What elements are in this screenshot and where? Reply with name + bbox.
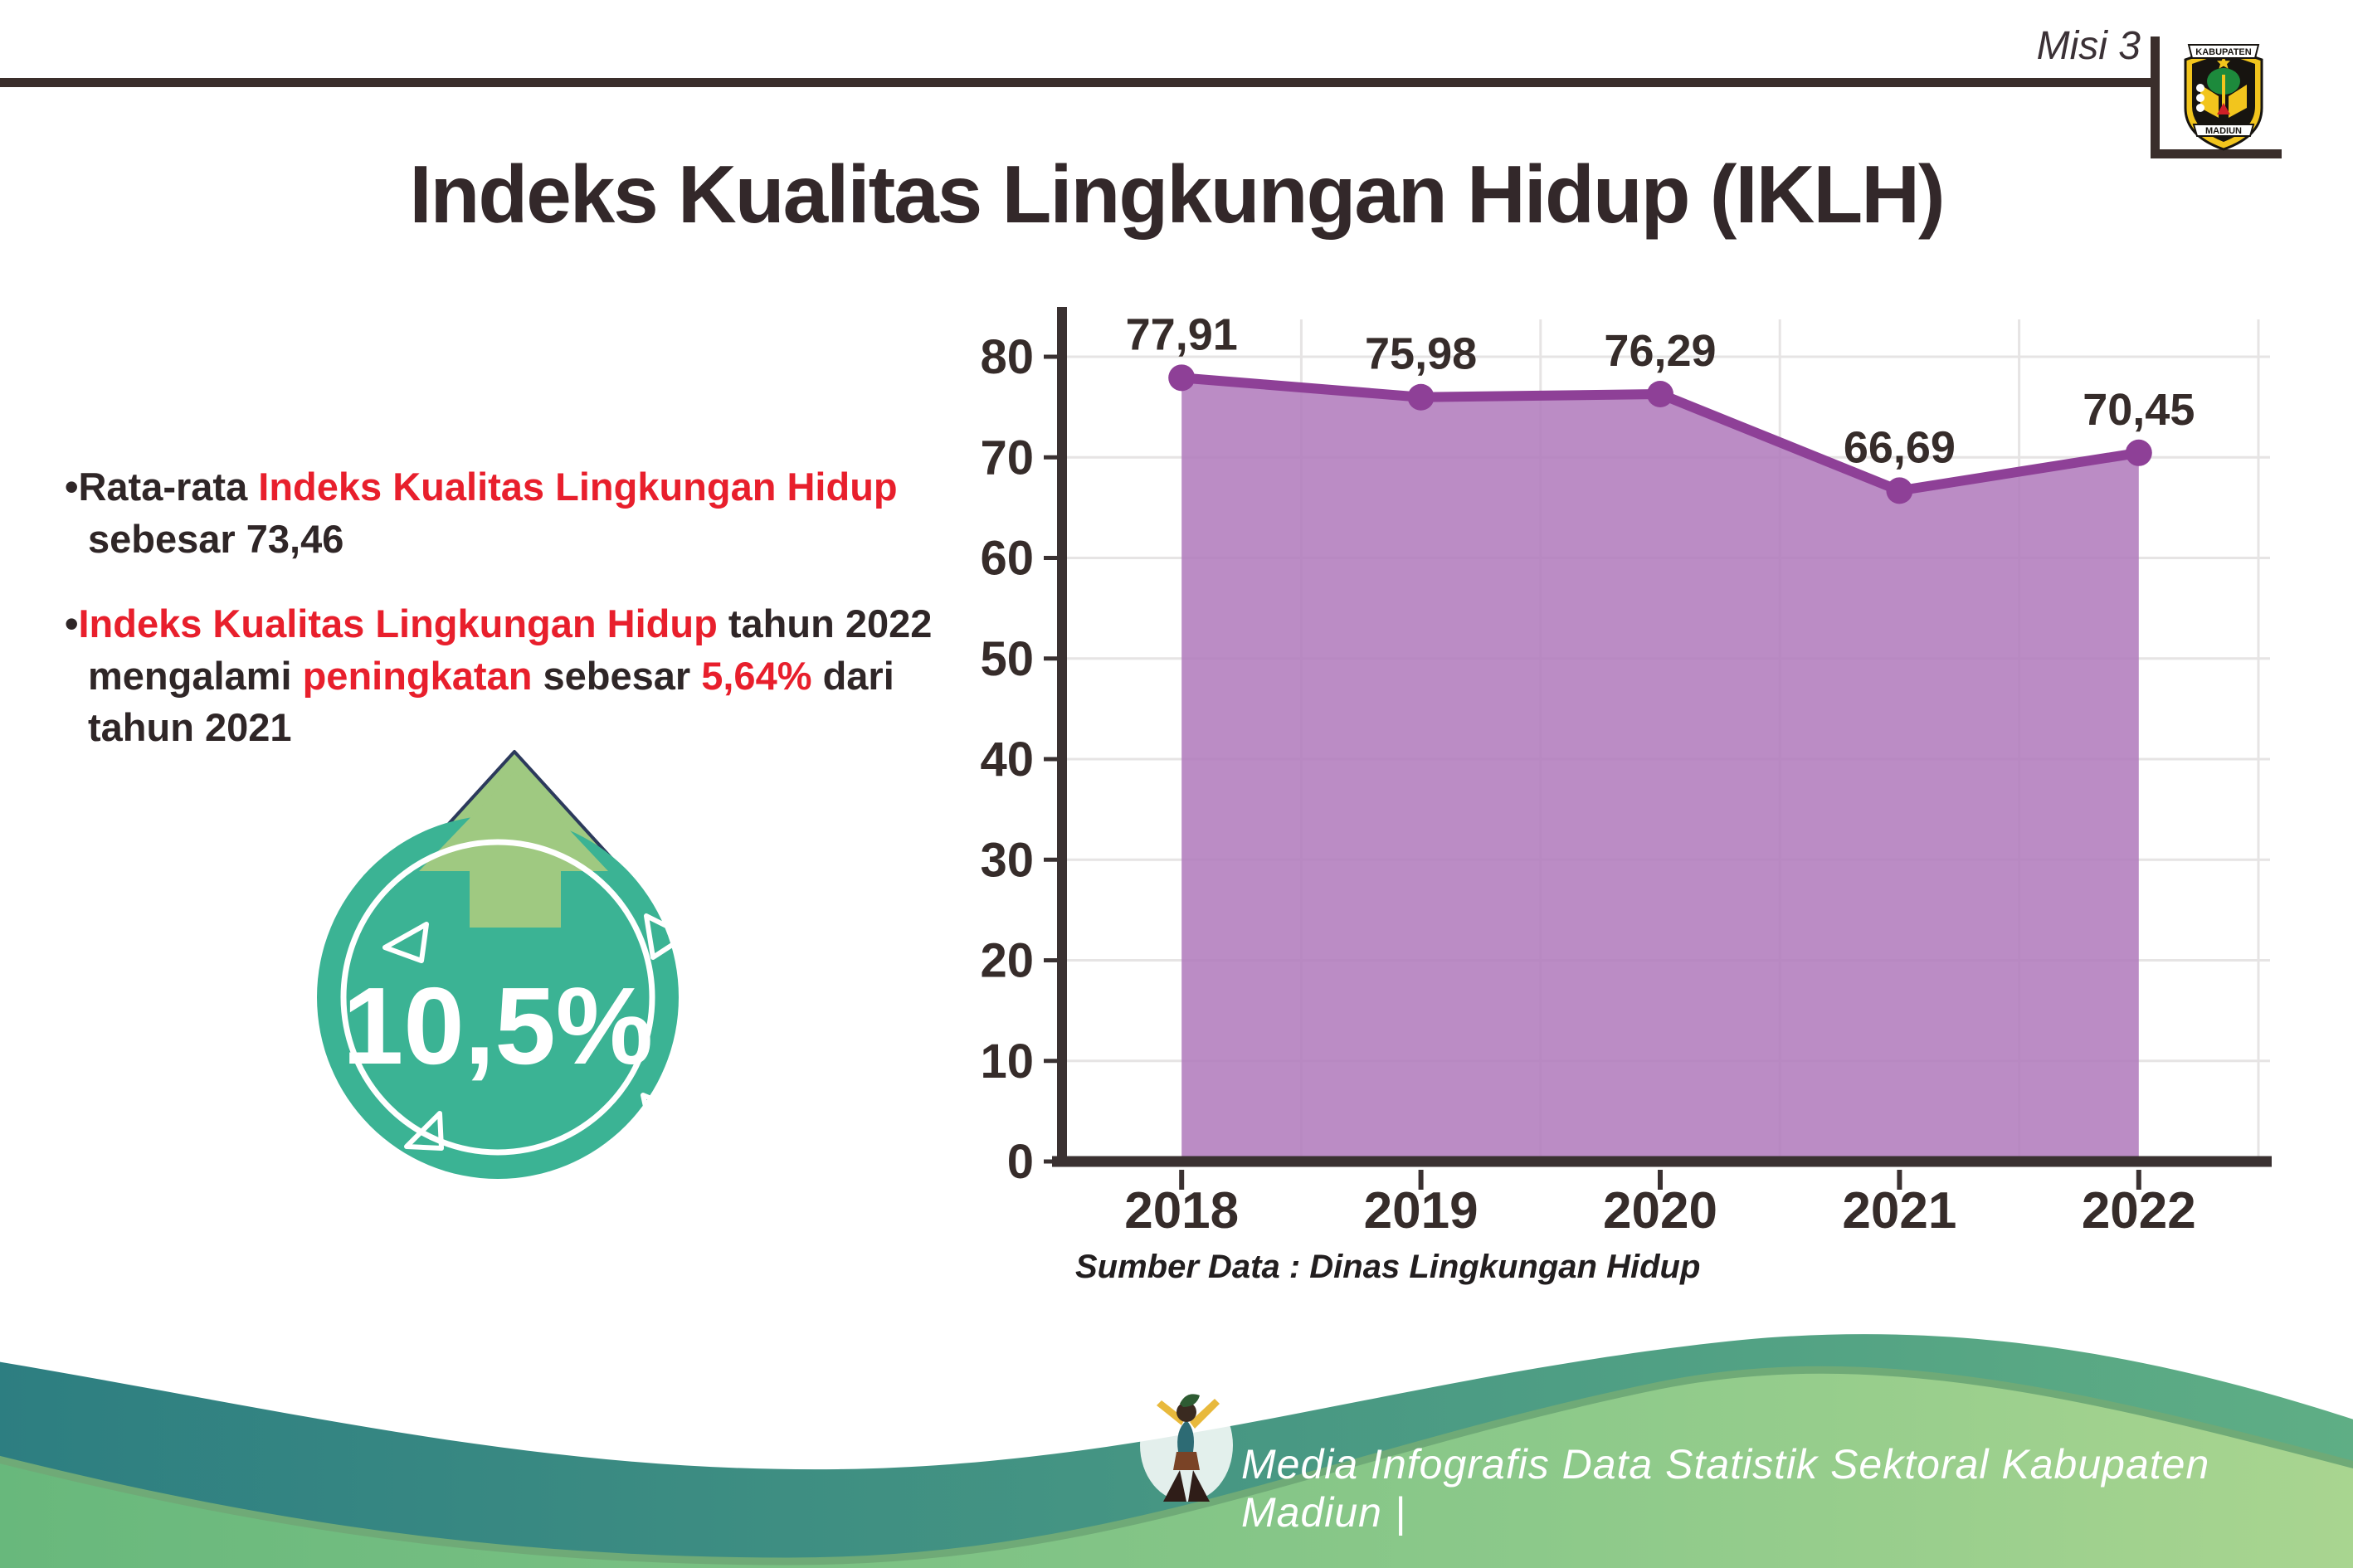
- source-note: Sumber Data : Dinas Lingkungan Hidup: [1075, 1249, 1701, 1285]
- highlighted-text: 5,64%: [701, 653, 812, 698]
- y-axis-tick-label: 50: [980, 632, 1034, 686]
- logo-bottom-banner-label: MADIUN: [2205, 126, 2242, 136]
- plain-text: Rata-rata: [78, 465, 259, 509]
- iklh-area-chart: 0 10 20 30 40 50 60 70 80 2018 2019 2020 2021 2022 77,…: [980, 307, 2272, 1239]
- bullet-dot: •: [65, 465, 79, 509]
- logo-frame-horizontal: [2151, 149, 2282, 158]
- footer-credit: Media Infografis Data Statistik Sektoral…: [1241, 1441, 2210, 1536]
- data-point-marker: [1647, 380, 1673, 407]
- data-point-marker: [1168, 364, 1196, 392]
- y-axis-tick-label: 70: [980, 431, 1034, 485]
- footer-green-wave: [0, 1366, 2353, 1568]
- plain-text: sebesar: [532, 653, 702, 698]
- bullet-dot: •: [65, 601, 79, 645]
- key-findings-list: •Rata-rata Indeks Kualitas Lingkungan Hi…: [65, 461, 957, 787]
- y-axis-tick-label: 30: [980, 833, 1034, 887]
- plain-text: dari tahun 2021: [88, 653, 894, 750]
- x-axis-tick-label: 2022: [2082, 1182, 2196, 1239]
- highlighted-text: Indeks Kualitas Lingkungan Hidup: [258, 465, 898, 509]
- highlighted-text: Indeks Kualitas Lingkungan Hidup: [78, 601, 718, 645]
- area-fill: [1181, 377, 2139, 1161]
- data-point-label: 70,45: [2083, 385, 2195, 435]
- chart-axes: 0 10 20 30 40 50 60 70 80 2018 2019 2020 2021 2022: [980, 307, 2272, 1239]
- logo-top-banner-label: KABUPATEN: [2195, 47, 2251, 57]
- x-axis-tick-label: 2020: [1603, 1182, 1717, 1239]
- data-point-marker: [1407, 383, 1435, 411]
- highlighted-text: peningkatan: [302, 653, 533, 698]
- logo-frame-vertical: [2151, 37, 2160, 158]
- bullet-text: Rata-rata Indeks Kualitas Lingkungan Hid…: [78, 465, 897, 561]
- header-rule: [0, 78, 2157, 87]
- data-point-label: 75,98: [1365, 329, 1477, 379]
- kabupaten-madiun-logo-icon: KABUPATEN MADIUN: [2184, 44, 2263, 151]
- mission-label: Misi 3: [2036, 24, 2141, 68]
- data-point-marker: [1886, 477, 1913, 504]
- y-axis-tick-label: 10: [980, 1035, 1034, 1088]
- data-point-label: 66,69: [1844, 422, 1956, 472]
- list-item: •Rata-rata Indeks Kualitas Lingkungan Hi…: [65, 461, 957, 565]
- badge-circle: [317, 816, 679, 1179]
- page-title: Indeks Kualitas Lingkungan Hidup (IKLH): [409, 148, 1945, 240]
- growth-badge: 10,5%: [317, 750, 689, 1179]
- plain-text: sebesar 73,46: [88, 516, 344, 561]
- y-axis-tick-label: 80: [980, 330, 1034, 384]
- x-axis-tick-label: 2018: [1124, 1182, 1239, 1239]
- y-axis-tick-label: 40: [980, 733, 1034, 786]
- data-point-marker: [2125, 439, 2152, 466]
- x-axis-tick-label: 2021: [1842, 1182, 1956, 1239]
- y-axis-tick-label: 60: [980, 532, 1034, 586]
- y-axis-tick-label: 0: [1007, 1135, 1034, 1189]
- list-item: •Indeks Kualitas Lingkungan Hidup tahun …: [65, 598, 957, 754]
- x-axis-tick-label: 2019: [1364, 1182, 1479, 1239]
- bullet-text: Indeks Kualitas Lingkungan Hidup tahun 2…: [78, 601, 932, 749]
- plain-text: tahun 2022 mengalami: [88, 601, 933, 698]
- badge-value: 10,5%: [343, 965, 653, 1087]
- data-point-label: 76,29: [1604, 326, 1716, 376]
- data-point-label: 77,91: [1126, 309, 1238, 359]
- statistics-mascot-icon: [1140, 1389, 1233, 1502]
- y-axis-tick-label: 20: [980, 934, 1034, 988]
